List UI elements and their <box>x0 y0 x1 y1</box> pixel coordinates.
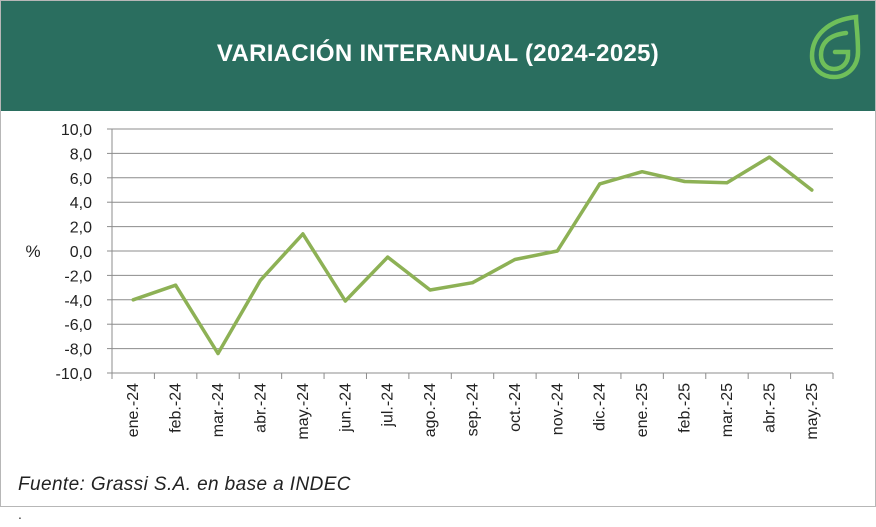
y-tick-label: 10,0 <box>61 122 92 139</box>
x-tick-label: sep.-24 <box>465 383 482 436</box>
footnote-dot: . <box>18 506 22 522</box>
y-tick-label: -8,0 <box>64 342 92 359</box>
x-tick-label: feb.-25 <box>677 383 694 433</box>
x-tick-label: may.-25 <box>804 383 821 440</box>
x-tick-label: feb.-24 <box>168 383 185 433</box>
y-tick-label: 0,0 <box>70 244 92 261</box>
x-tick-label: ene.-25 <box>634 383 651 437</box>
x-tick-label: jun.-24 <box>337 383 354 433</box>
data-point <box>301 232 305 236</box>
y-tick-label: 6,0 <box>70 171 92 188</box>
data-point <box>598 182 602 186</box>
x-tick-label: abr.-24 <box>252 383 269 433</box>
y-tick-label: 4,0 <box>70 195 92 212</box>
y-tick-label: -6,0 <box>64 317 92 334</box>
data-point <box>767 155 771 159</box>
y-tick-label: -2,0 <box>64 268 92 285</box>
data-point <box>258 278 263 282</box>
y-tick-label: -10,0 <box>56 366 93 383</box>
x-tick-label: ene.-24 <box>125 383 142 437</box>
data-point <box>386 255 390 259</box>
data-point <box>810 188 814 192</box>
data-point <box>174 283 178 287</box>
y-axis-label: % <box>25 242 40 261</box>
data-point <box>513 257 517 262</box>
x-tick-label: mar.-25 <box>719 383 736 437</box>
data-point <box>555 249 559 253</box>
y-tick-label: 8,0 <box>70 146 92 163</box>
x-tick-label: oct.-24 <box>507 383 524 432</box>
data-point <box>131 298 135 302</box>
x-tick-label: jul.-24 <box>380 383 397 428</box>
header-banner <box>1 1 875 111</box>
y-tick-label: -4,0 <box>64 293 92 310</box>
grassi-leaf-logo-icon <box>809 14 861 80</box>
data-point <box>640 170 644 174</box>
line-chart: 10,0 8,0 6,0 4,0 2,0 0,0 -2,0 -4,0 -6,0 -8,0 -10,0… <box>25 122 834 440</box>
x-tick-label: mar.-24 <box>210 383 227 437</box>
data-point <box>470 281 475 285</box>
x-tick-label: may.-24 <box>295 383 312 440</box>
x-tick-label: ago.-24 <box>422 383 439 437</box>
data-point <box>725 181 729 185</box>
x-tick-label: nov.-24 <box>549 383 566 435</box>
data-point <box>682 179 687 184</box>
y-tick-label: 2,0 <box>70 220 92 237</box>
source-note: Fuente: Grassi S.A. en base a INDEC <box>18 474 351 495</box>
x-tick-label: abr.-25 <box>761 383 778 433</box>
data-point <box>428 288 432 292</box>
chart-title: VARIACIÓN INTERANUAL (2024-2025) <box>216 40 660 67</box>
data-point <box>343 299 347 303</box>
x-tick-label: dic.-24 <box>592 383 609 431</box>
data-point <box>216 351 220 356</box>
